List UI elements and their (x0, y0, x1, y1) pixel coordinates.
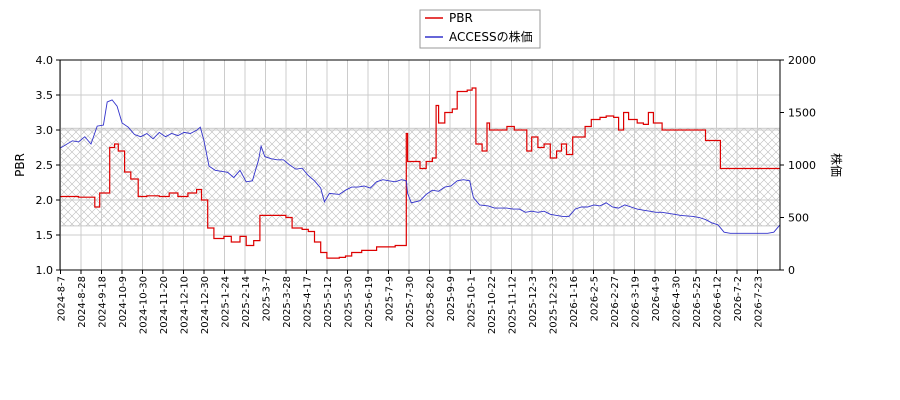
x-tick-label: 2025-1-24 (221, 276, 232, 328)
x-tick-label: 2024-12-10 (180, 276, 191, 334)
series-layer (59, 87, 781, 259)
x-tick-label: 2025-7-30 (405, 276, 416, 328)
y-tick-right-label: 500 (788, 212, 809, 225)
x-tick-label: 2026-5-25 (692, 276, 703, 328)
y-tick-left-label: 1.5 (36, 229, 54, 242)
x-axis: 2024-8-7 2024-8-28 2024-9-18 2024-10-9 2024-… (57, 270, 765, 334)
y-tick-right-label: 2000 (788, 54, 816, 67)
y-tick-left-label: 1.0 (36, 264, 54, 277)
x-tick-label: 2025-12-23 (549, 276, 560, 334)
y-tick-right-label: 1500 (788, 107, 816, 120)
x-tick-label: 2025-8-20 (426, 276, 437, 328)
legend-box (419, 9, 541, 49)
x-tick-label: 2025-12-3 (528, 276, 539, 328)
x-tick-label: 2025-10-22 (487, 276, 498, 334)
x-tick-label: 2025-3-7 (262, 276, 273, 321)
y-tick-left-label: 2.0 (36, 194, 54, 207)
y-tick-left-label: 3.0 (36, 124, 54, 137)
x-tick-label: 2025-11-12 (508, 276, 519, 334)
x-tick-label: 2024-8-7 (57, 276, 68, 321)
legend: PBR ACCESSの株価 (419, 9, 541, 49)
x-tick-label: 2025-6-19 (364, 276, 375, 328)
x-tick-label: 2024-10-9 (118, 276, 129, 328)
series-line-pbr (60, 87, 780, 259)
y-tick-left-label: 2.5 (36, 159, 54, 172)
range-band (59, 127, 781, 227)
x-tick-label: 2026-4-9 (651, 276, 662, 321)
band-layer (59, 127, 781, 227)
x-tick-label: 2025-9-9 (446, 276, 457, 321)
x-tick-label: 2025-2-14 (241, 276, 252, 328)
y-axis-left: 1.0 1.5 2.0 2.5 3.0 3.5 4.0 (36, 54, 60, 277)
x-tick-label: 2024-9-18 (98, 276, 109, 328)
x-tick-label: 2025-5-12 (323, 276, 334, 328)
legend-label-pbr: PBR (449, 11, 473, 25)
x-tick-label: 2025-10-1 (467, 276, 478, 328)
x-tick-label: 2025-4-17 (303, 276, 314, 328)
y-tick-right-label: 0 (788, 264, 795, 277)
y-axis-right: 0 500 1000 1500 2000 (780, 54, 816, 277)
x-tick-label: 2025-5-30 (344, 276, 355, 328)
x-tick-label: 2024-11-20 (159, 276, 170, 334)
x-tick-label: 2026-1-16 (569, 276, 580, 328)
x-tick-label: 2026-2-27 (610, 276, 621, 328)
x-tick-label: 2024-8-28 (77, 276, 88, 328)
x-tick-label: 2026-7-23 (754, 276, 765, 328)
x-tick-label: 2024-12-30 (200, 276, 211, 334)
x-tick-label: 2026-2-5 (590, 276, 601, 321)
legend-label-price: ACCESSの株価 (449, 29, 533, 44)
x-tick-label: 2026-7-2 (733, 276, 744, 321)
x-tick-label: 2026-3-19 (631, 276, 642, 328)
y-axis-right-label: 株価 (829, 153, 844, 177)
y-axis-left-label: PBR (13, 153, 27, 177)
x-tick-label: 2024-10-30 (139, 276, 150, 334)
x-tick-label: 2025-7-9 (385, 276, 396, 321)
y-tick-right-label: 1000 (788, 159, 816, 172)
x-tick-label: 2026-6-12 (713, 276, 724, 328)
y-tick-left-label: 4.0 (36, 54, 54, 67)
x-tick-label: 2025-3-28 (282, 276, 293, 328)
series-line-price (59, 99, 781, 234)
y-tick-left-label: 3.5 (36, 89, 54, 102)
x-tick-label: 2026-4-30 (672, 276, 683, 328)
